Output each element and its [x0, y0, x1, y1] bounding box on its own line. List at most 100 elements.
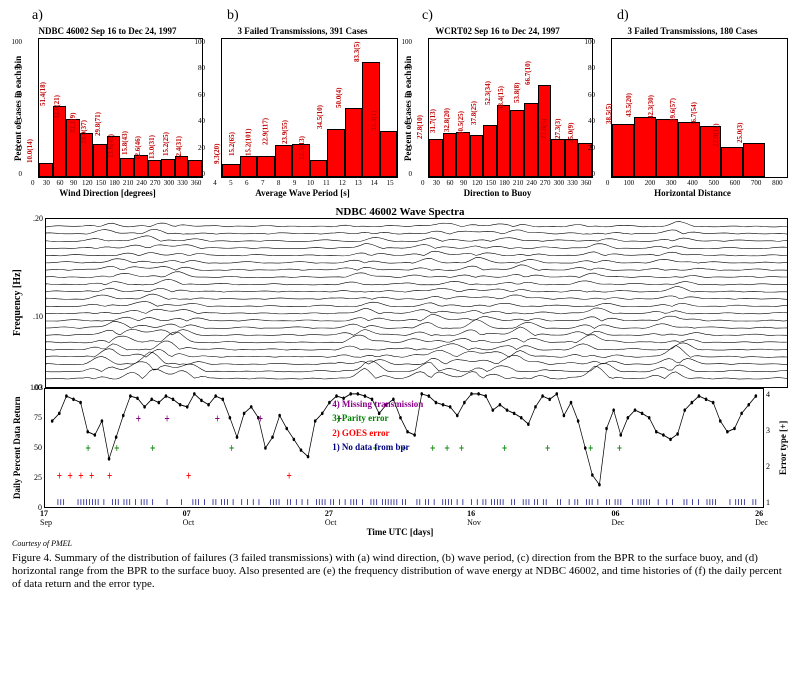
- bar: 52.3(34): [497, 105, 511, 177]
- legend-item: 1) No data from bpr: [332, 440, 423, 454]
- bar-label: 15.8(43): [121, 131, 129, 155]
- panel-title: 3 Failed Transmissions, 391 Cases: [207, 26, 398, 36]
- bar: 34.5(10): [327, 129, 345, 177]
- bar: 32.8(20): [456, 132, 470, 177]
- xlabel: Wind Direction [degrees]: [12, 188, 203, 198]
- time-tick: 16Nov: [467, 509, 481, 527]
- bar: 9.3(20): [222, 164, 240, 177]
- bar-label: 30.5(25): [457, 111, 465, 135]
- bar: 43.5(20): [634, 117, 656, 177]
- bar: 22.9(117): [275, 145, 293, 177]
- xticks: 0306090120150180210240270300330360: [26, 179, 203, 187]
- time-tick: 06Dec: [612, 509, 625, 527]
- bar-label: 43.5(20): [625, 93, 633, 117]
- bar: 53.8(8): [524, 103, 538, 177]
- bar: 15.2(65): [240, 156, 258, 177]
- bar-label: 83.3(5): [353, 42, 361, 62]
- bar: 13.6(45): [120, 158, 134, 177]
- figure-caption: Figure 4. Summary of the distribution of…: [12, 552, 788, 592]
- xlabel: Average Wave Period [s]: [207, 188, 398, 198]
- f-legend: 4) Missing transmission3) Parity error2)…: [332, 397, 423, 455]
- bar-label: 15.2(101): [244, 129, 252, 156]
- bar-label: 33.3(1): [370, 111, 378, 131]
- bar-label: 24.0(37): [80, 120, 88, 144]
- xticks: 0100200300400500600700800: [597, 179, 788, 187]
- f-yticks-left: 0255075100: [22, 388, 44, 508]
- bar: 12.6(46): [148, 160, 162, 177]
- time-xlabel: Time UTC [days]: [12, 527, 788, 537]
- spectra-plot: [45, 218, 788, 388]
- panel-c: c)WCRT02 Sep 16 to Dec 24, 1997Percent o…: [402, 8, 593, 198]
- panel-a: a)NDBC 46002 Sep 16 to Dec 24, 1997Perce…: [12, 8, 203, 198]
- panel-b: b)3 Failed Transmissions, 391 Cases02040…: [207, 8, 398, 198]
- plotbox: 9.3(20)15.2(65)15.2(101)22.9(117)23.9(55…: [221, 38, 398, 178]
- spectra-ylabel: Frequency [Hz]: [12, 218, 23, 388]
- bar-label: 39.6(57): [669, 98, 677, 122]
- bar: 33.3(1): [380, 131, 398, 177]
- f-ylabel-left: Daily Percent Data Return: [12, 388, 22, 508]
- f-plot: 4) Missing transmission3) Parity error2)…: [44, 388, 764, 508]
- bar-label: 42.3(30): [647, 95, 655, 119]
- plotbox: 10.0(14)51.4(18)42.0(21)32.1(9)24.0(37)2…: [38, 38, 203, 178]
- bar-label: 32.8(20): [443, 108, 451, 132]
- bar-label: 51.4(18): [39, 82, 47, 106]
- bar-label: 22.9(117): [262, 118, 270, 145]
- bar-label: 53.8(8): [513, 82, 521, 102]
- bar-label: 27.8(10): [416, 115, 424, 139]
- bar-label: 13.6(45): [107, 134, 115, 158]
- bar: 22.0(11): [721, 147, 743, 177]
- bar-label: 52.3(34): [484, 81, 492, 105]
- bar: 39.6(57): [678, 122, 700, 177]
- ytick-e-mid: .10: [33, 312, 43, 321]
- panel-label: b): [227, 8, 398, 24]
- bar: 27.8(10): [429, 139, 443, 177]
- plotbox: 38.5(5)43.5(20)42.3(30)39.6(57)36.7(54)2…: [611, 38, 788, 178]
- bar: 25.0(3): [743, 143, 765, 178]
- bar-label: 37.8(25): [470, 101, 478, 125]
- bar-label: 48.4(15): [497, 86, 505, 110]
- bar-label: 9.3(20): [213, 144, 221, 164]
- bar-label: 27.8(5): [540, 118, 548, 138]
- ytick-e-top: .20: [33, 214, 43, 223]
- bar-label: 25.0(9): [567, 122, 575, 142]
- bar-label: 36.7(54): [690, 102, 698, 126]
- bar-label: 12.4(31): [175, 136, 183, 160]
- f-yticks-right: 1234: [764, 388, 778, 508]
- spectra-title: NDBC 46002 Wave Spectra: [12, 206, 788, 218]
- xlabel: Horizontal Distance: [597, 188, 788, 198]
- bar-label: 12.6(46): [134, 136, 142, 160]
- bar: 27.8(5): [551, 139, 565, 177]
- legend-item: 2) GOES error: [332, 426, 423, 440]
- bar: 48.4(15): [510, 110, 524, 177]
- bar: 13.0(31): [161, 159, 175, 177]
- panel-label: c): [422, 8, 593, 24]
- bar-label: 50.0(4): [335, 88, 343, 108]
- top-row: a)NDBC 46002 Sep 16 to Dec 24, 1997Perce…: [12, 8, 788, 198]
- panel-f: f) Daily Percent Data Return 0255075100 …: [12, 388, 788, 537]
- xlabel: Direction to Buoy: [402, 188, 593, 198]
- bar-label: 25.0(3): [736, 122, 744, 142]
- bar-label: 34.5(10): [316, 105, 324, 129]
- panel-title: WCRT02 Sep 16 to Dec 24, 1997: [402, 26, 593, 36]
- bar: 38.5(5): [612, 124, 634, 177]
- panel-title: NDBC 46002 Sep 16 to Dec 24, 1997: [12, 26, 203, 36]
- bar-label: 66.7(10): [524, 61, 532, 85]
- panel-label: d): [617, 8, 788, 24]
- panel-label: a): [32, 8, 203, 24]
- bar-label: 13.0(31): [148, 135, 156, 159]
- bar-label: 23.9(55): [281, 120, 289, 144]
- bar-label: 42.0(21): [53, 95, 61, 119]
- bar: 27.3(3): [565, 139, 579, 177]
- time-tick: 17Sep: [40, 509, 52, 527]
- bar-label: 31.7(13): [429, 109, 437, 133]
- bar: 24.0(37): [93, 144, 107, 177]
- time-tick: 07Oct: [183, 509, 195, 527]
- bar-label: 12.3(13): [298, 136, 306, 160]
- bar: 15.2(101): [257, 156, 275, 177]
- bar-label: 15.2(65): [228, 132, 236, 156]
- courtesy-text: Courtesy of PMEL: [12, 539, 788, 548]
- panel-e: e) NDBC 46002 Wave Spectra Frequency [Hz…: [12, 206, 788, 388]
- panel-title: 3 Failed Transmissions, 180 Cases: [597, 26, 788, 36]
- bar-label: 38.5(5): [605, 103, 613, 123]
- bar: 12.3(13): [310, 160, 328, 177]
